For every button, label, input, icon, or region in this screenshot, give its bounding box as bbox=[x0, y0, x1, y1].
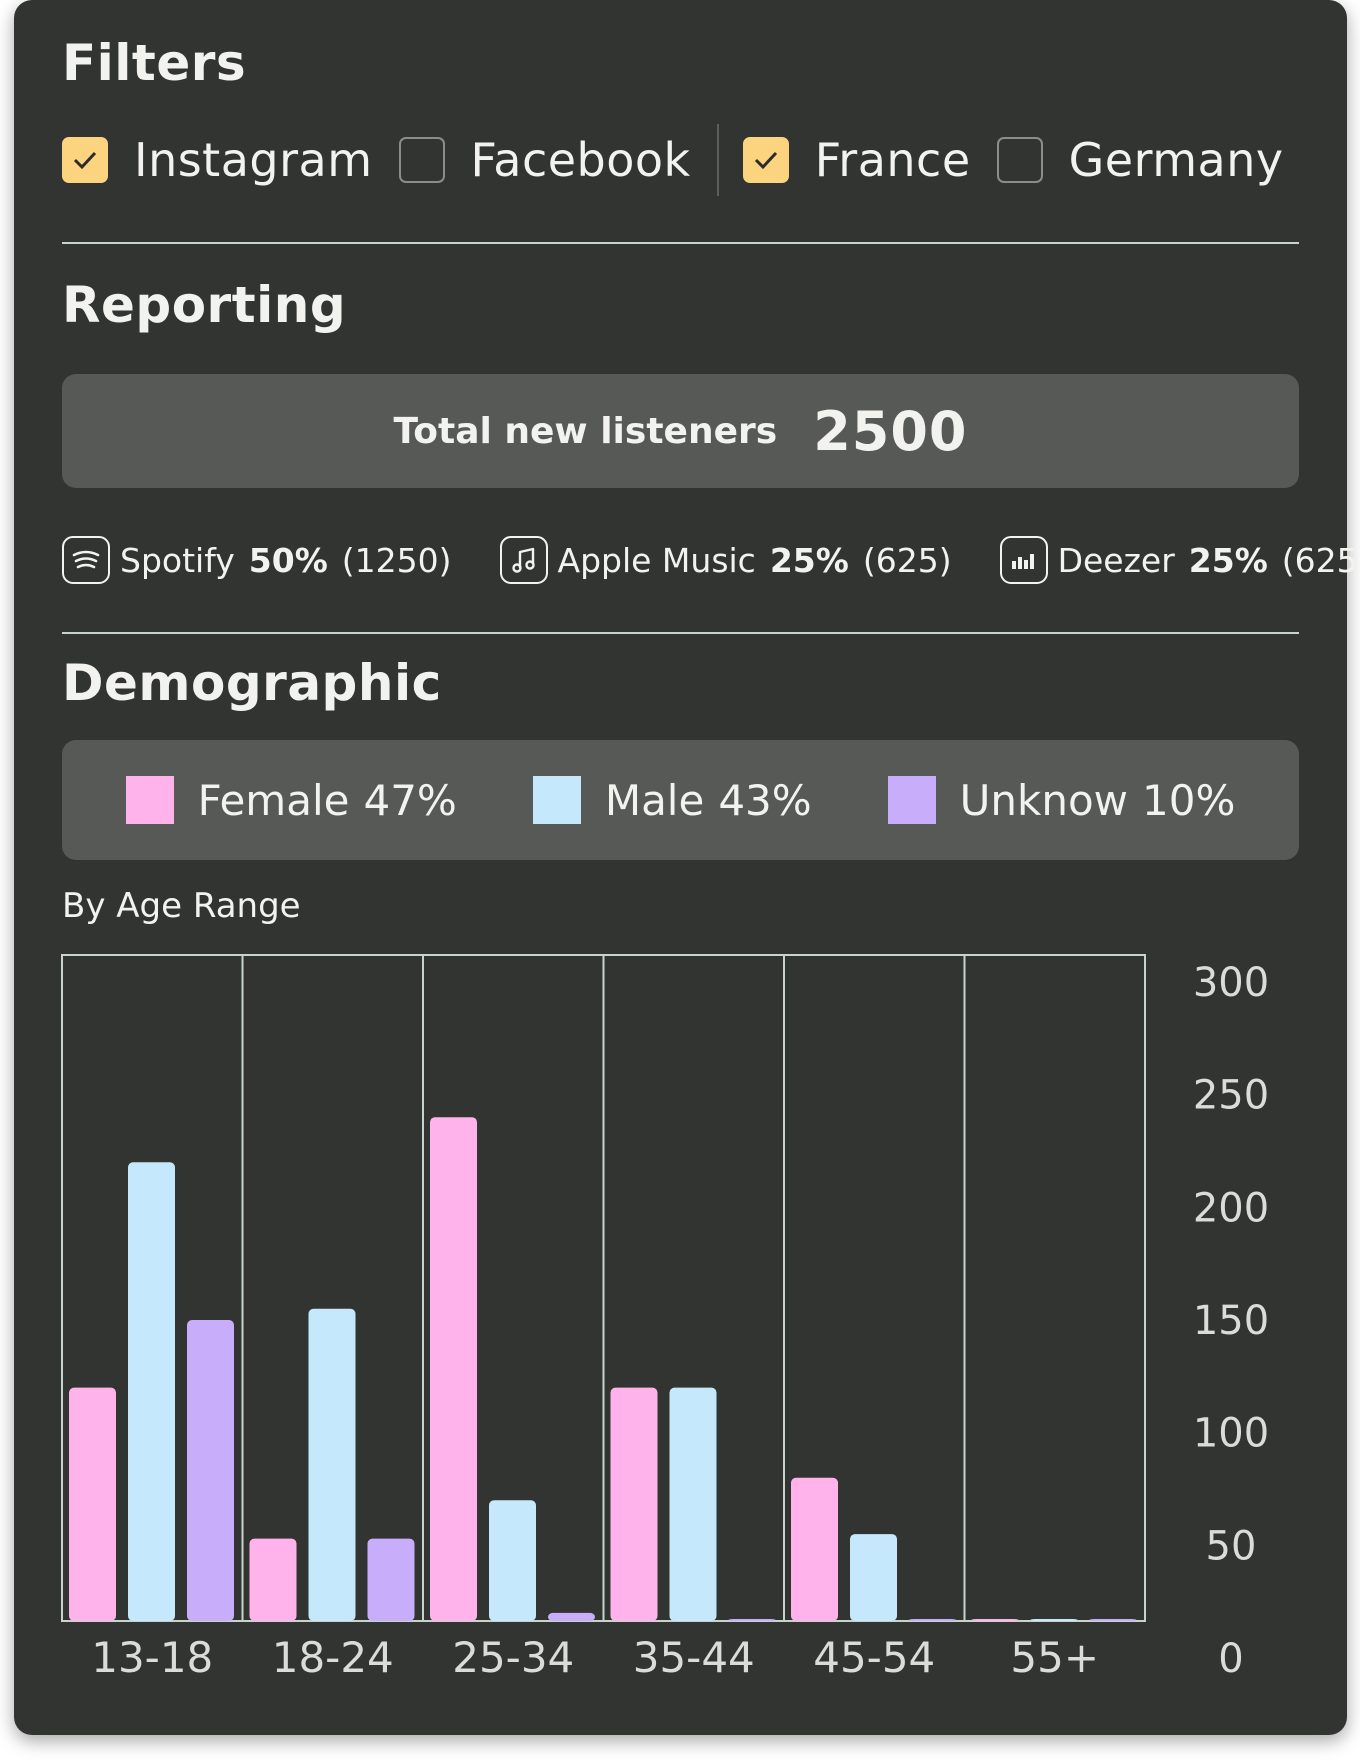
y-tick-label: 0 bbox=[1218, 1636, 1243, 1682]
legend-percent: 47% bbox=[363, 775, 457, 825]
y-tick-label: 300 bbox=[1193, 960, 1269, 1006]
x-tick-label: 18-24 bbox=[272, 1633, 394, 1682]
section-divider bbox=[62, 632, 1299, 634]
equalizer-icon bbox=[999, 536, 1048, 584]
bar-female-45-54 bbox=[791, 1477, 838, 1621]
legend-swatch bbox=[125, 776, 174, 824]
filter-label: Facebook bbox=[470, 133, 691, 187]
legend-name: Unknow bbox=[959, 775, 1129, 825]
legend-male: Male 43% bbox=[532, 775, 812, 825]
bar-male-35-44 bbox=[669, 1387, 717, 1621]
platform-percent: 25% bbox=[1188, 540, 1268, 580]
x-tick-label: 25-34 bbox=[452, 1633, 574, 1682]
chart-subtitle: By Age Range bbox=[62, 886, 301, 926]
filter-label: France bbox=[814, 133, 971, 187]
check-icon bbox=[73, 151, 97, 170]
bar-female-18-24 bbox=[249, 1538, 297, 1621]
y-tick-label: 100 bbox=[1193, 1411, 1269, 1457]
legend-swatch bbox=[532, 776, 581, 824]
total-listeners-box: Total new listeners 2500 bbox=[62, 374, 1299, 488]
platform-count: (1250) bbox=[341, 540, 452, 580]
facebook-checkbox[interactable] bbox=[398, 137, 445, 183]
platform-count: (625) bbox=[862, 540, 952, 580]
y-tick-label: 200 bbox=[1193, 1185, 1269, 1231]
instagram-checkbox[interactable] bbox=[62, 137, 108, 183]
bar-female-13-18 bbox=[69, 1387, 116, 1621]
germany-checkbox[interactable] bbox=[996, 137, 1043, 183]
bar-male-55+ bbox=[1030, 1619, 1078, 1621]
music-note-icon bbox=[499, 536, 548, 584]
bar-male-45-54 bbox=[850, 1534, 897, 1621]
bar-unknow-35-44 bbox=[728, 1619, 776, 1621]
total-listeners-label: Total new listeners bbox=[393, 410, 778, 452]
bar-unknow-25-34 bbox=[548, 1612, 595, 1621]
bar-unknow-13-18 bbox=[187, 1320, 234, 1621]
filter-label: Germany bbox=[1068, 133, 1284, 187]
age-range-bar-chart: 13-18 18-24 25-34 35-44 45-54 55+ 300 250 200 150… bbox=[61, 954, 1269, 1682]
filter-group-divider bbox=[716, 124, 719, 196]
total-listeners-value: 2500 bbox=[813, 399, 968, 463]
bar-female-25-34 bbox=[430, 1117, 477, 1621]
platform-percent: 25% bbox=[769, 540, 849, 580]
platform-breakdown: Spotify 50% (1250) Apple Music 25% (625) bbox=[62, 533, 1360, 587]
bar-unknow-18-24 bbox=[367, 1538, 415, 1621]
filter-facebook[interactable]: Facebook bbox=[398, 133, 717, 187]
platform-deezer: Deezer 25% (625) bbox=[999, 536, 1360, 584]
legend-name: Female bbox=[197, 775, 350, 825]
panel-card: Filters Instagram Facebook France German bbox=[14, 0, 1360, 1735]
y-tick-label: 250 bbox=[1193, 1073, 1269, 1119]
platform-name: Deezer bbox=[1057, 540, 1175, 580]
x-tick-label: 13-18 bbox=[91, 1633, 213, 1682]
legend-percent: 10% bbox=[1142, 775, 1236, 825]
x-tick-label: 55+ bbox=[1010, 1633, 1099, 1682]
legend-female: Female 47% bbox=[125, 775, 457, 825]
filter-instagram[interactable]: Instagram bbox=[62, 133, 399, 187]
france-checkbox[interactable] bbox=[742, 137, 789, 183]
y-tick-label: 150 bbox=[1193, 1298, 1269, 1344]
bar-unknow-55+ bbox=[1089, 1619, 1137, 1621]
check-icon bbox=[754, 151, 777, 170]
filter-france[interactable]: France bbox=[742, 133, 997, 187]
platform-percent: 50% bbox=[248, 540, 328, 580]
bar-female-35-44 bbox=[610, 1387, 658, 1621]
platform-name: Spotify bbox=[120, 540, 235, 580]
legend-unknown: Unknow 10% bbox=[887, 775, 1236, 825]
bar-male-25-34 bbox=[489, 1500, 536, 1621]
bar-female-55+ bbox=[971, 1619, 1019, 1621]
bar-male-18-24 bbox=[308, 1308, 356, 1621]
filters-title: Filters bbox=[62, 34, 247, 92]
platform-spotify: Spotify 50% (1250) bbox=[62, 536, 452, 584]
demographic-title: Demographic bbox=[62, 654, 442, 712]
gender-legend: Female 47% Male 43% Unknow 10% bbox=[62, 740, 1299, 860]
x-tick-label: 45-54 bbox=[813, 1633, 935, 1682]
filters-row: Instagram Facebook France Germany bbox=[62, 118, 1310, 202]
y-tick-label: 50 bbox=[1206, 1523, 1257, 1569]
bar-unknow-45-54 bbox=[909, 1619, 956, 1621]
bar-male-13-18 bbox=[128, 1162, 175, 1621]
filter-label: Instagram bbox=[134, 133, 373, 187]
reporting-title: Reporting bbox=[62, 276, 347, 334]
platform-name: Apple Music bbox=[557, 540, 756, 580]
legend-swatch bbox=[887, 776, 936, 824]
section-divider bbox=[62, 242, 1299, 244]
platform-apple-music: Apple Music 25% (625) bbox=[499, 536, 952, 584]
platform-count: (625) bbox=[1281, 540, 1360, 580]
filter-germany[interactable]: Germany bbox=[996, 133, 1310, 187]
legend-name: Male bbox=[604, 775, 705, 825]
x-tick-label: 35-44 bbox=[633, 1633, 755, 1682]
legend-percent: 43% bbox=[718, 775, 812, 825]
spotify-icon bbox=[62, 536, 110, 584]
